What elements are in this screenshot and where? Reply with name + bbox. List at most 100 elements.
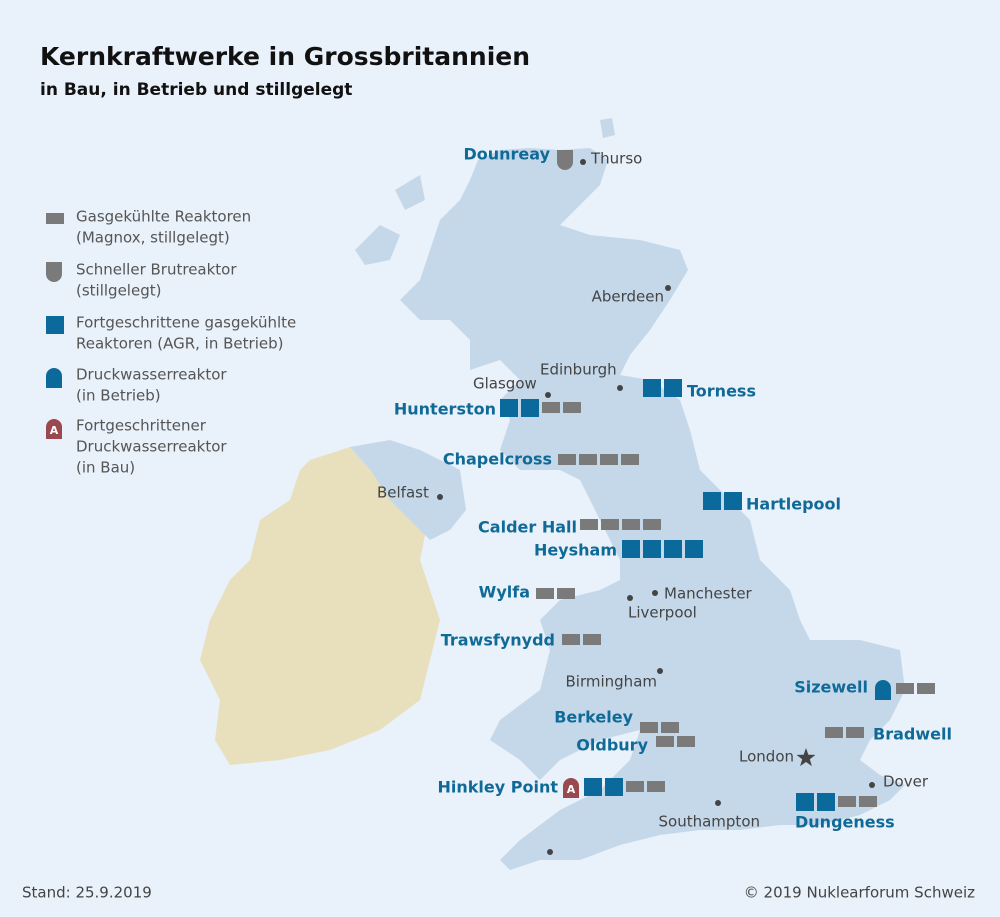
- city-dot: [617, 385, 623, 391]
- plant-label: Wylfa: [479, 583, 530, 602]
- legend-label: (in Bau): [76, 459, 135, 477]
- magnox-icon: [563, 402, 581, 413]
- magnox-icon: [621, 454, 639, 465]
- magnox-icon: [558, 454, 576, 465]
- magnox-icon: [643, 519, 661, 530]
- footer-date: Stand: 25.9.2019: [22, 884, 152, 902]
- city-dot: [869, 782, 875, 788]
- legend-label: (in Betrieb): [76, 387, 161, 405]
- title: Kernkraftwerke in Grossbritannien: [40, 42, 530, 71]
- subtitle: in Bau, in Betrieb und stillgelegt: [40, 80, 352, 100]
- agr-icon: [584, 778, 602, 796]
- pwr-icon: [46, 368, 62, 388]
- agr-icon: [817, 793, 835, 811]
- epr-icon: [46, 419, 62, 439]
- city-dot: [627, 595, 633, 601]
- city-label: London: [739, 748, 794, 766]
- magnox-icon: [656, 736, 674, 747]
- magnox-icon: [583, 634, 601, 645]
- magnox-icon: [580, 519, 598, 530]
- plant-label: Hinkley Point: [438, 778, 559, 797]
- magnox-icon: [600, 454, 618, 465]
- magnox-icon: [825, 727, 843, 738]
- magnox-icon: [542, 402, 560, 413]
- city-dot: [665, 285, 671, 291]
- island: [600, 118, 615, 138]
- plant-label: Dounreay: [463, 145, 550, 164]
- city-label: Manchester: [664, 585, 753, 603]
- plant-label: Hartlepool: [746, 495, 841, 514]
- legend-label: Reaktoren (AGR, in Betrieb): [76, 335, 283, 353]
- magnox-icon: [536, 588, 554, 599]
- magnox-icon: [661, 722, 679, 733]
- plant-label: Trawsfynydd: [441, 631, 555, 650]
- agr-icon: [643, 540, 661, 558]
- legend-label: (stillgelegt): [76, 282, 161, 300]
- magnox-icon: [917, 683, 935, 694]
- city-dot: [547, 849, 553, 855]
- magnox-icon: [647, 781, 665, 792]
- magnox-icon: [46, 213, 64, 224]
- legend-label: Fortgeschrittene gasgekühlte: [76, 314, 296, 332]
- plant-label: Heysham: [534, 541, 617, 560]
- breeder-icon: [557, 150, 573, 170]
- city-label: Thurso: [590, 150, 642, 168]
- agr-icon: [643, 379, 661, 397]
- legend-label: Schneller Brutreaktor: [76, 261, 237, 279]
- ireland: [200, 447, 440, 765]
- agr-icon: [796, 793, 814, 811]
- city-dot: [657, 668, 663, 674]
- city-dot: [715, 800, 721, 806]
- capital-star: [796, 748, 816, 767]
- city-label: Southampton: [659, 813, 760, 831]
- plant-label: Bradwell: [873, 725, 952, 744]
- great-britain: [400, 148, 905, 870]
- magnox-icon: [562, 634, 580, 645]
- magnox-icon: [859, 796, 877, 807]
- agr-icon: [622, 540, 640, 558]
- legend-label: Gasgekühlte Reaktoren: [76, 208, 251, 226]
- magnox-icon: [622, 519, 640, 530]
- city-label: Aberdeen: [592, 288, 664, 306]
- magnox-icon: [677, 736, 695, 747]
- agr-icon: [500, 399, 518, 417]
- plant-label: Calder Hall: [478, 518, 577, 537]
- legend-label: Druckwasserreaktor: [76, 438, 227, 456]
- agr-icon: [685, 540, 703, 558]
- magnox-icon: [557, 588, 575, 599]
- northern-ireland: [350, 440, 466, 540]
- magnox-icon: [838, 796, 856, 807]
- agr-icon: [664, 540, 682, 558]
- island: [355, 225, 400, 265]
- plant-label: Sizewell: [794, 678, 868, 697]
- agr-icon: [724, 492, 742, 510]
- agr-icon: [521, 399, 539, 417]
- plant-label: Torness: [687, 382, 756, 401]
- city-dot: [652, 590, 658, 596]
- city-dot: [545, 392, 551, 398]
- city-label: Glasgow: [473, 375, 537, 393]
- agr-icon: [703, 492, 721, 510]
- island: [395, 175, 425, 210]
- magnox-icon: [896, 683, 914, 694]
- plant-label: Oldbury: [576, 736, 648, 755]
- plant-label: Chapelcross: [443, 450, 552, 469]
- magnox-icon: [579, 454, 597, 465]
- plant-label: Berkeley: [554, 708, 633, 727]
- breeder-icon: [46, 262, 62, 282]
- epr-icon: [563, 778, 579, 798]
- legend-label: Fortgeschrittener: [76, 417, 207, 435]
- plant-label: Hunterston: [394, 400, 496, 419]
- agr-icon: [605, 778, 623, 796]
- city-dot: [437, 494, 443, 500]
- legend-label: (Magnox, stillgelegt): [76, 229, 230, 247]
- city-label: Dover: [883, 773, 929, 791]
- magnox-icon: [626, 781, 644, 792]
- agr-icon: [46, 316, 64, 334]
- city-dot: [580, 159, 586, 165]
- agr-icon: [664, 379, 682, 397]
- pwr-icon: [875, 680, 891, 700]
- footer-credit: © 2019 Nuklearforum Schweiz: [744, 884, 975, 902]
- city-label: Liverpool: [628, 604, 697, 622]
